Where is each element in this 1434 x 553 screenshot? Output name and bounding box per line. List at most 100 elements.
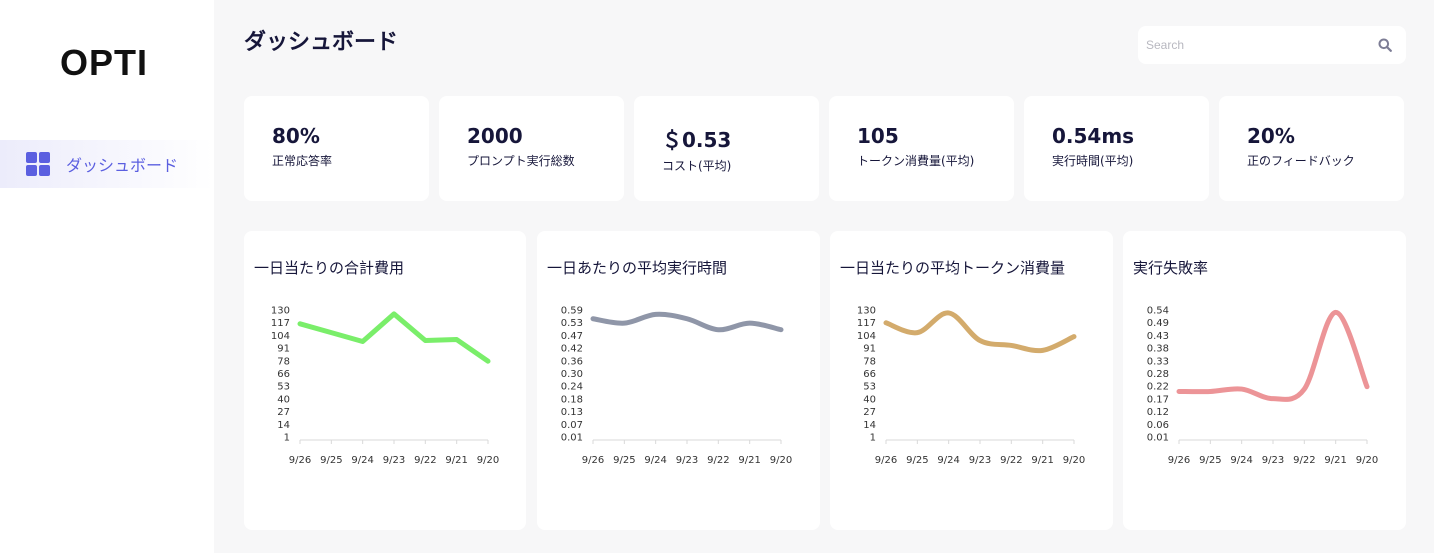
chart-title: 一日当たりの平均トークン消費量	[840, 259, 1066, 277]
stat-card-success-rate: 80% 正常応答率	[244, 96, 429, 201]
x-tick-label: 9/25	[613, 455, 635, 466]
y-tick-label: 27	[863, 407, 876, 418]
x-tick-label: 9/25	[1199, 455, 1221, 466]
data-point	[591, 316, 596, 321]
search-input[interactable]	[1146, 38, 1366, 52]
data-point	[685, 316, 690, 321]
page-title: ダッシュボード	[244, 30, 399, 55]
y-tick-label: 66	[863, 369, 876, 380]
y-tick-label: 1	[870, 433, 876, 444]
y-tick-label: 117	[271, 318, 290, 329]
sidebar: OPTI ダッシュボード	[0, 0, 214, 553]
stat-card-avg-exec-time: 0.54ms 実行時間(平均)	[1024, 96, 1209, 201]
y-tick-label: 0.01	[1147, 433, 1169, 444]
y-tick-label: 0.33	[1147, 356, 1169, 367]
x-tick-label: 9/21	[1324, 455, 1346, 466]
x-tick-label: 9/25	[320, 455, 342, 466]
x-tick-label: 9/21	[1031, 455, 1053, 466]
data-point	[915, 330, 920, 335]
y-tick-label: 0.38	[1147, 344, 1169, 355]
search-icon[interactable]	[1378, 38, 1392, 52]
y-tick-label: 0.30	[561, 369, 583, 380]
x-tick-label: 9/24	[1230, 455, 1252, 466]
y-tick-label: 27	[277, 407, 290, 418]
data-point	[884, 320, 889, 325]
data-point	[454, 337, 459, 342]
chart-title: 一日当たりの合計費用	[254, 259, 405, 277]
x-tick-label: 9/23	[1262, 455, 1284, 466]
data-point	[946, 310, 951, 315]
y-tick-label: 0.36	[561, 356, 583, 367]
stat-card-avg-tokens: 105 トークン消費量(平均)	[829, 96, 1014, 201]
stat-label: プロンプト実行総数	[467, 154, 575, 168]
stats-row: 80% 正常応答率 2000 プロンプト実行総数 ＄0.53 コスト(平均) 1…	[244, 96, 1404, 201]
stat-label: 実行時間(平均)	[1052, 154, 1134, 168]
y-tick-label: 40	[277, 394, 290, 405]
y-tick-label: 0.49	[1147, 318, 1169, 329]
line-chart: 0.540.49 0.43 0.380.33 0.28 0.220.17 0.12 0.06…	[1147, 306, 1379, 467]
stat-value: 20%	[1247, 124, 1295, 148]
data-point	[1009, 343, 1014, 348]
x-tick-label: 9/24	[351, 455, 373, 466]
x-tick-label: 9/23	[676, 455, 698, 466]
data-point	[978, 338, 983, 343]
data-point	[1208, 389, 1213, 394]
data-point	[622, 321, 627, 326]
y-tick-label: 0.42	[561, 344, 583, 355]
y-tick-label: 0.28	[1147, 369, 1169, 380]
main-content: ダッシュボード 80% 正常応答率 2000 プロンプト実行総数 ＄0.53 コ…	[214, 0, 1434, 553]
y-tick-label: 104	[271, 331, 290, 342]
y-tick-label: 0.13	[561, 407, 583, 418]
sidebar-item-dashboard[interactable]: ダッシュボード	[0, 140, 214, 188]
chart-title: 一日あたりの平均実行時間	[547, 259, 728, 277]
data-point	[1302, 387, 1307, 392]
x-tick-label: 9/23	[969, 455, 991, 466]
stat-label: 正のフィードバック	[1247, 154, 1355, 168]
data-point	[1177, 389, 1182, 394]
search-box	[1138, 26, 1406, 64]
data-point	[360, 339, 365, 344]
chart-card-daily-total-cost: 一日当たりの合計費用 130 117 104 91 78 66 53 40 27 14 1 9/26 9…	[244, 231, 526, 530]
stat-value: 0.54ms	[1052, 124, 1135, 148]
y-tick-label: 0.06	[1147, 420, 1169, 431]
data-point	[329, 330, 334, 335]
y-tick-label: 1	[284, 433, 290, 444]
data-point	[1333, 310, 1338, 315]
y-tick-label: 130	[271, 306, 290, 317]
y-tick-label: 66	[277, 369, 290, 380]
y-tick-label: 40	[863, 394, 876, 405]
stat-value: ＄0.53	[662, 128, 732, 152]
x-tick-label: 9/26	[582, 455, 604, 466]
data-point	[747, 321, 752, 326]
sidebar-item-label: ダッシュボード	[66, 156, 179, 175]
y-tick-label: 0.53	[561, 318, 583, 329]
data-point	[298, 321, 303, 326]
y-tick-label: 104	[857, 331, 876, 342]
y-tick-label: 0.59	[561, 306, 583, 317]
line-chart: 0.590.53 0.47 0.420.36 0.30 0.240.18 0.13 0.07…	[561, 306, 793, 467]
y-tick-label: 14	[277, 420, 290, 431]
chart-card-daily-avg-tokens: 一日当たりの平均トークン消費量 130 117 104 91 78 66 53 40 27 14 1…	[830, 231, 1113, 530]
y-tick-label: 14	[863, 420, 876, 431]
x-tick-label: 9/25	[906, 455, 928, 466]
x-tick-label: 9/21	[738, 455, 760, 466]
y-tick-label: 0.18	[561, 394, 583, 405]
app-logo: OPTI	[60, 42, 149, 83]
y-tick-label: 78	[863, 356, 876, 367]
y-tick-label: 0.01	[561, 433, 583, 444]
stat-card-avg-cost: ＄0.53 コスト(平均)	[634, 96, 819, 201]
x-tick-label: 9/21	[445, 455, 467, 466]
x-tick-label: 9/20	[1356, 455, 1378, 466]
x-tick-label: 9/22	[707, 455, 729, 466]
y-tick-label: 0.43	[1147, 331, 1169, 342]
data-point	[1365, 384, 1370, 389]
data-point	[486, 359, 491, 364]
y-tick-label: 0.24	[561, 382, 583, 393]
series-line	[1176, 309, 1370, 402]
y-tick-label: 91	[277, 344, 290, 355]
stat-label: トークン消費量(平均)	[857, 154, 975, 168]
y-tick-label: 0.17	[1147, 394, 1169, 405]
x-tick-label: 9/26	[875, 455, 897, 466]
x-tick-label: 9/20	[477, 455, 499, 466]
chart-card-daily-avg-exec-time: 一日あたりの平均実行時間 0.59 0.53 0.47 0.42 0.36 0.30 0.2…	[537, 231, 820, 530]
